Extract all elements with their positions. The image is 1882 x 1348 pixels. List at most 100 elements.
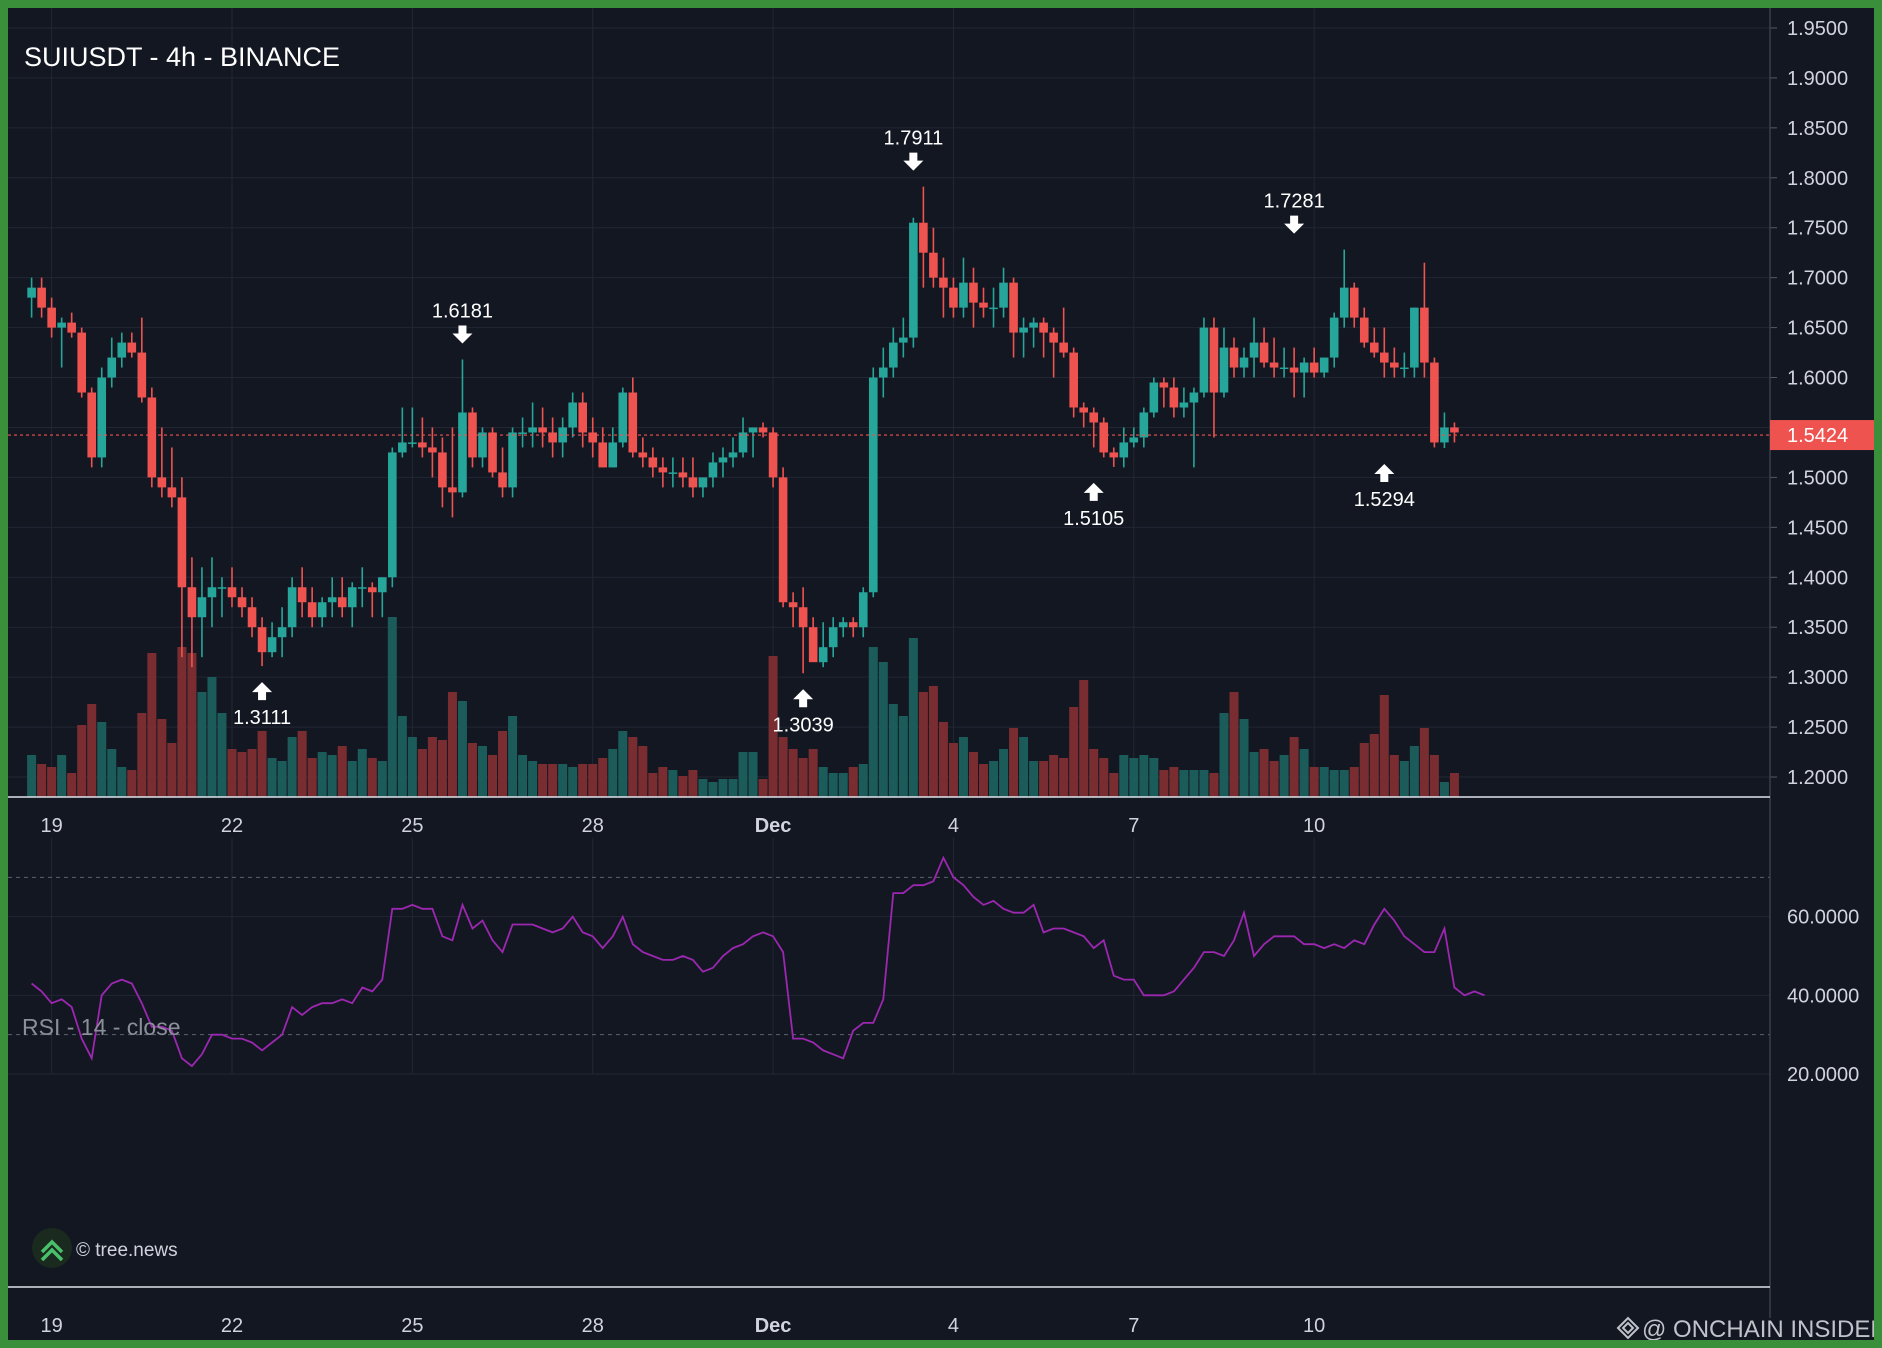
volume-bar: [1399, 761, 1409, 797]
high-annotation-label: 1.6181: [432, 300, 493, 322]
volume-bar: [1109, 773, 1119, 797]
diamond-icon: [1616, 1316, 1640, 1340]
volume-bar: [738, 752, 748, 797]
price-tick-label: 1.4500: [1787, 517, 1848, 539]
volume-bar: [227, 749, 237, 797]
volume-bar: [1219, 713, 1229, 797]
candle-body: [939, 277, 948, 288]
candle-body: [187, 587, 197, 618]
candle-body: [818, 647, 828, 663]
volume-bar: [197, 692, 207, 797]
volume-bar: [558, 764, 568, 797]
candle-body: [588, 432, 598, 443]
candle-body: [1420, 307, 1429, 363]
candle-body: [1139, 412, 1149, 438]
candle-body: [157, 477, 167, 488]
candle-body: [498, 472, 507, 488]
volume-bar: [437, 740, 447, 797]
volume-bar: [417, 749, 427, 797]
candle-body: [1179, 402, 1189, 408]
candle-body: [1199, 327, 1209, 393]
volume-bar: [1099, 758, 1109, 797]
volume-bar: [838, 773, 848, 797]
up-arrow-icon: [1083, 482, 1104, 501]
candle-body: [37, 287, 46, 308]
volume-bar: [1249, 752, 1259, 797]
price-tick-label: 1.8500: [1787, 118, 1848, 140]
candle-body: [247, 607, 257, 628]
candle-body: [257, 627, 267, 653]
volume-bar: [1189, 770, 1199, 797]
time-tick-label: 19: [41, 815, 63, 837]
candle-body: [1079, 407, 1088, 413]
down-arrow-icon: [903, 152, 924, 171]
volume-bar: [478, 746, 487, 797]
volume-bar: [498, 731, 508, 797]
volume-bar: [1379, 695, 1389, 797]
candle-body: [1359, 317, 1369, 343]
volume-bar: [457, 701, 467, 797]
candle-body: [337, 597, 347, 608]
axes: 1.9500 1.9000 1.8500 1.8000 1.7500 1.7000 1.65…: [8, 8, 1874, 1337]
volume-bar: [1389, 755, 1399, 797]
candle-body: [47, 307, 56, 328]
candle-body: [177, 497, 187, 588]
volume-bar: [1159, 770, 1169, 797]
volume-bar: [638, 746, 648, 797]
volume-bar: [628, 737, 638, 797]
candle-body: [1380, 352, 1389, 363]
volume-bar: [1059, 758, 1069, 797]
candle-body: [1169, 387, 1179, 408]
volume-bar: [1229, 692, 1239, 797]
volume-bar: [117, 767, 127, 797]
volume-bar: [1149, 758, 1159, 797]
volume-bar: [347, 761, 357, 797]
candle-body: [1259, 342, 1269, 363]
volume-bar: [678, 776, 688, 797]
last-price-badge: [1770, 420, 1874, 451]
candle-body: [638, 452, 648, 458]
price-tick-label: 1.6000: [1787, 368, 1848, 390]
candle-body: [137, 352, 147, 398]
candle-body: [999, 282, 1008, 308]
rsi-time-tick-label: 22: [221, 1315, 243, 1337]
volume-bar: [1359, 743, 1369, 797]
watermark: @ ONCHAIN INSIDER: [1616, 1316, 1874, 1340]
volume-bar: [888, 704, 898, 797]
candle-body: [127, 342, 137, 353]
volume-bar: [467, 743, 477, 797]
candle-body: [67, 322, 76, 333]
rsi-time-tick-label: 7: [1128, 1315, 1139, 1337]
volume-bar: [938, 722, 948, 797]
volume-bar: [207, 677, 217, 797]
price-tick-label: 1.3500: [1787, 617, 1848, 639]
candle-body: [538, 427, 547, 433]
candle-body: [1029, 322, 1038, 328]
rsi-time-tick-label: Dec: [755, 1315, 792, 1337]
watermark-label: @ ONCHAIN INSIDER: [1642, 1316, 1874, 1340]
candle-body: [478, 432, 487, 458]
volume-bar: [979, 764, 988, 797]
candle-body: [317, 602, 327, 618]
volume-bar: [848, 767, 858, 797]
volume-bar: [1349, 767, 1359, 797]
low-annotation-label: 1.3111: [233, 707, 291, 729]
candle-body: [518, 432, 527, 434]
volume-bar: [277, 761, 287, 797]
candle-body: [1299, 362, 1309, 373]
volume-bar: [648, 773, 658, 797]
volume-bar: [818, 767, 828, 797]
volume-bar: [237, 752, 247, 797]
candle-body: [197, 597, 207, 618]
volume-bar: [397, 716, 407, 797]
candle-body: [267, 637, 277, 653]
rsi-panel: [8, 855, 1770, 1075]
volume-bar: [1449, 773, 1459, 797]
volume-bar: [989, 761, 999, 797]
candle-body: [828, 627, 838, 648]
volume-bar: [688, 770, 698, 797]
volume-bar: [27, 755, 37, 797]
volume-bar: [1199, 770, 1209, 797]
volume-bar: [508, 716, 518, 797]
volume-bar: [1009, 728, 1019, 797]
